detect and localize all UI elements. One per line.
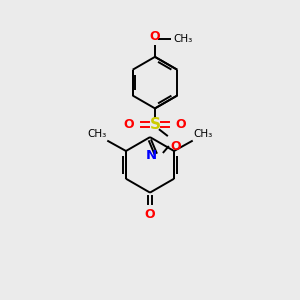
Text: N: N xyxy=(146,149,157,162)
Text: O: O xyxy=(124,118,134,131)
Text: O: O xyxy=(145,208,155,221)
Text: O: O xyxy=(171,140,182,153)
Text: O: O xyxy=(176,118,186,131)
Text: O: O xyxy=(150,30,160,43)
Text: S: S xyxy=(149,117,161,132)
Text: CH₃: CH₃ xyxy=(87,129,106,139)
Text: CH₃: CH₃ xyxy=(194,129,213,139)
Text: CH₃: CH₃ xyxy=(174,34,193,44)
